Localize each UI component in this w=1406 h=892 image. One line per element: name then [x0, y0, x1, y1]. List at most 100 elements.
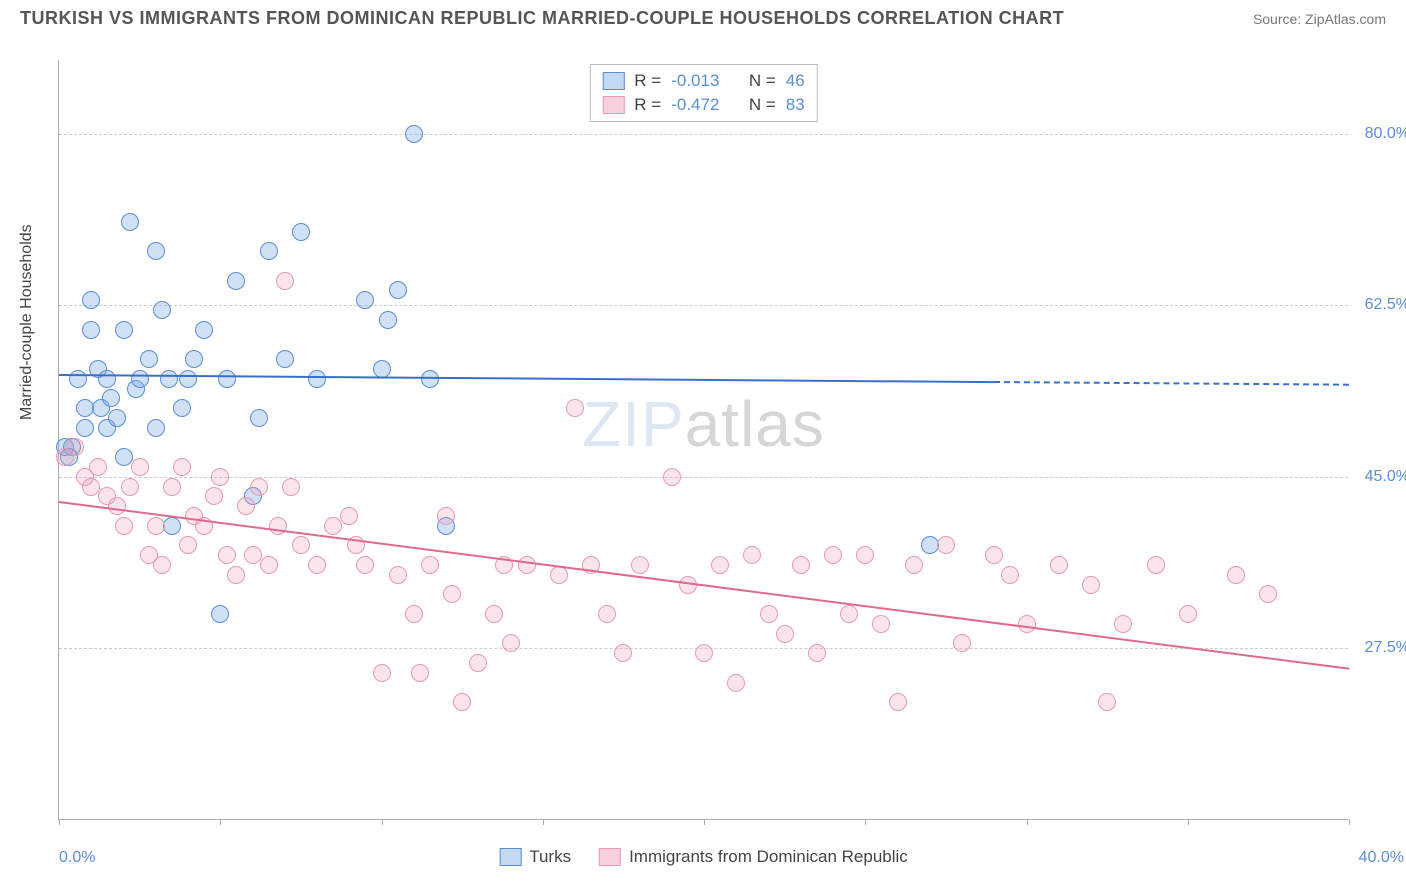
x-tick [1349, 819, 1350, 825]
scatter-point [453, 693, 471, 711]
legend-series: Turks Immigrants from Dominican Republic [499, 847, 908, 867]
scatter-point [792, 556, 810, 574]
scatter-point [985, 546, 1003, 564]
trend-line [59, 374, 994, 383]
scatter-point [131, 458, 149, 476]
x-tick [865, 819, 866, 825]
scatter-point [82, 321, 100, 339]
scatter-point [1259, 585, 1277, 603]
scatter-point [711, 556, 729, 574]
source-label: Source: ZipAtlas.com [1253, 11, 1386, 27]
scatter-point [108, 497, 126, 515]
scatter-point [598, 605, 616, 623]
scatter-point [1050, 556, 1068, 574]
scatter-point [195, 321, 213, 339]
scatter-point [115, 321, 133, 339]
scatter-point [211, 468, 229, 486]
scatter-point [227, 566, 245, 584]
trend-line [994, 381, 1349, 386]
scatter-point [631, 556, 649, 574]
scatter-point [153, 556, 171, 574]
x-tick [220, 819, 221, 825]
scatter-point [147, 419, 165, 437]
n-value: 46 [786, 71, 805, 91]
scatter-point [1114, 615, 1132, 633]
y-tick-label: 27.5% [1365, 639, 1406, 657]
scatter-point [1098, 693, 1116, 711]
scatter-point [292, 536, 310, 554]
n-label: N = [749, 95, 776, 115]
scatter-point [163, 478, 181, 496]
scatter-point [776, 625, 794, 643]
r-value: -0.472 [671, 95, 719, 115]
scatter-point [485, 605, 503, 623]
scatter-point [308, 370, 326, 388]
chart-title: TURKISH VS IMMIGRANTS FROM DOMINICAN REP… [20, 8, 1064, 29]
scatter-point [82, 478, 100, 496]
n-value: 83 [786, 95, 805, 115]
scatter-point [260, 242, 278, 260]
scatter-point [292, 223, 310, 241]
gridline [59, 134, 1348, 135]
y-tick-label: 80.0% [1365, 125, 1406, 143]
scatter-point [282, 478, 300, 496]
scatter-point [211, 605, 229, 623]
scatter-point [421, 556, 439, 574]
scatter-point [227, 272, 245, 290]
scatter-point [437, 507, 455, 525]
legend-stats: R = -0.013 N = 46 R = -0.472 N = 83 [589, 64, 817, 122]
scatter-point [373, 664, 391, 682]
x-axis-min-label: 0.0% [59, 849, 95, 867]
scatter-point [147, 517, 165, 535]
scatter-point [1227, 566, 1245, 584]
scatter-point [173, 458, 191, 476]
scatter-point [760, 605, 778, 623]
swatch-blue-icon [602, 72, 624, 90]
scatter-point [237, 497, 255, 515]
scatter-point [1082, 576, 1100, 594]
y-tick-label: 62.5% [1365, 296, 1406, 314]
scatter-point [153, 301, 171, 319]
scatter-point [340, 507, 358, 525]
scatter-point [443, 585, 461, 603]
scatter-point [889, 693, 907, 711]
scatter-point [218, 370, 236, 388]
scatter-point [179, 370, 197, 388]
scatter-point [663, 468, 681, 486]
scatter-point [389, 281, 407, 299]
scatter-point [1147, 556, 1165, 574]
scatter-point [244, 546, 262, 564]
gridline [59, 477, 1348, 478]
scatter-point [1179, 605, 1197, 623]
scatter-point [218, 546, 236, 564]
n-label: N = [749, 71, 776, 91]
scatter-point [1018, 615, 1036, 633]
scatter-point [405, 605, 423, 623]
x-tick [1027, 819, 1028, 825]
scatter-point [373, 360, 391, 378]
r-label: R = [634, 71, 661, 91]
scatter-point [324, 517, 342, 535]
scatter-point [308, 556, 326, 574]
scatter-point [502, 634, 520, 652]
scatter-point [173, 399, 191, 417]
scatter-point [131, 370, 149, 388]
r-label: R = [634, 95, 661, 115]
scatter-point [140, 350, 158, 368]
scatter-point [102, 389, 120, 407]
scatter-point [824, 546, 842, 564]
scatter-point [98, 370, 116, 388]
r-value: -0.013 [671, 71, 719, 91]
scatter-point [250, 478, 268, 496]
scatter-point [389, 566, 407, 584]
scatter-point [743, 546, 761, 564]
scatter-point [115, 517, 133, 535]
legend-stats-row: R = -0.472 N = 83 [602, 93, 804, 117]
x-tick [382, 819, 383, 825]
scatter-point [937, 536, 955, 554]
scatter-point [727, 674, 745, 692]
swatch-blue-icon [499, 848, 521, 866]
scatter-point [518, 556, 536, 574]
scatter-point [405, 125, 423, 143]
legend-item: Turks [499, 847, 571, 867]
